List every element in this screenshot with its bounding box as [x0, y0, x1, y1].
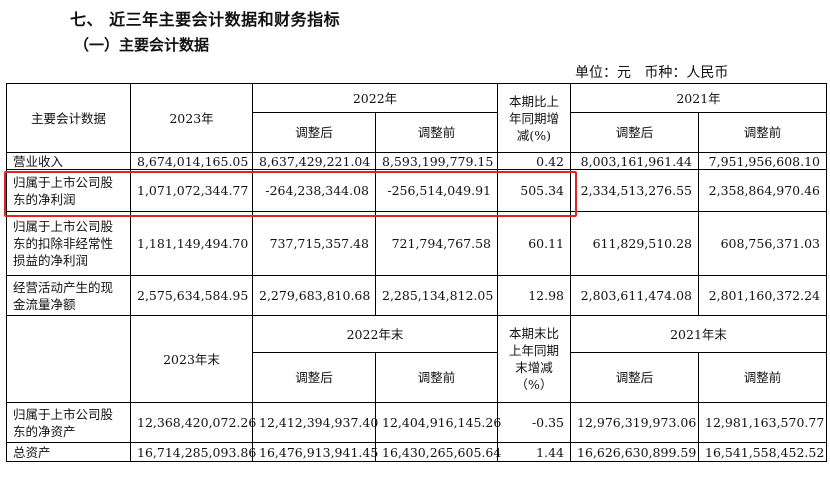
row-label: 经营活动产生的现金流量净额: [6, 275, 131, 316]
cell-change: 1.44: [497, 442, 571, 462]
header-2023: 2023年: [130, 83, 253, 153]
header-2021-adjusted-after: 调整后: [570, 112, 699, 153]
cell-change: 0.42: [497, 152, 571, 170]
header-change: 本期比上年同期增减(%): [497, 83, 571, 153]
cell-2021-before: 7,951,956,608.10: [698, 152, 827, 170]
header-change-end: 本期末比上年同期末增减（%）: [497, 315, 571, 403]
header-2022-adjusted-after: 调整后: [252, 112, 376, 153]
cell-2022-before: -256,514,049.91: [375, 169, 498, 212]
cell-2023: 16,714,285,093.86: [130, 442, 256, 462]
header-2022: 2022年: [252, 83, 498, 113]
header-2021-end-adjusted-before: 调整前: [698, 352, 827, 403]
header-2022-end-adjusted-before: 调整前: [375, 352, 498, 403]
cell-2022-before: 16,430,265,605.64: [375, 442, 501, 462]
cell-2021-after: 611,829,510.28: [570, 211, 699, 276]
table-row: 归属于上市公司股东的净利润 1,071,072,344.77 -264,238,…: [6, 169, 827, 212]
cell-2021-before: 16,541,558,452.52: [698, 442, 827, 462]
cell-2021-after: 16,626,630,899.59: [570, 442, 699, 462]
cell-2023: 2,575,634,584.95: [130, 275, 253, 316]
cell-2023: 8,674,014,165.05: [130, 152, 253, 170]
row-label: 总资产: [6, 442, 131, 462]
header-2021-end: 2021年末: [570, 315, 827, 353]
cell-2022-before: 721,794,767.58: [375, 211, 498, 276]
table-row: 归属于上市公司股东的净资产 12,368,420,072.26 12,412,3…: [6, 402, 827, 443]
cell-change: -0.35: [497, 402, 571, 443]
cell-2022-before: 8,593,199,779.15: [375, 152, 498, 170]
header-item: 主要会计数据: [6, 83, 131, 153]
cell-2021-before: 2,358,864,970.46: [698, 169, 827, 212]
header-2022-adjusted-before: 调整前: [375, 112, 498, 153]
header-2021-adjusted-before: 调整前: [698, 112, 827, 153]
cell-2021-before: 2,801,160,372.24: [698, 275, 827, 316]
header-2021-end-adjusted-after: 调整后: [570, 352, 699, 403]
cell-2023: 12,368,420,072.26: [130, 402, 256, 443]
header-2023-end: 2023年末: [130, 315, 253, 403]
unit-label: 单位：元: [575, 65, 631, 81]
currency-label: 币种：人民币: [644, 65, 729, 81]
cell-2023: 1,071,072,344.77: [130, 169, 253, 212]
cell-2022-before: 12,404,916,145.26: [375, 402, 501, 443]
cell-change: 12.98: [497, 275, 571, 316]
table-row: 归属于上市公司股东的扣除非经常性损益的净利润 1,181,149,494.70 …: [6, 211, 827, 276]
cell-2022-before: 2,285,134,812.05: [375, 275, 498, 316]
row-label: 营业收入: [6, 152, 131, 170]
table-row: 营业收入 8,674,014,165.05 8,637,429,221.04 8…: [6, 152, 827, 170]
row-label: 归属于上市公司股东的净资产: [6, 402, 131, 443]
cell-2022-after: 16,476,913,941.45: [252, 442, 378, 462]
cell-2022-after: 8,637,429,221.04: [252, 152, 376, 170]
cell-2022-after: -264,238,344.08: [252, 169, 376, 212]
header-2022-end: 2022年末: [252, 315, 498, 353]
unit-currency-line: 单位：元 币种：人民币: [575, 62, 728, 82]
net-profit-highlight-box: [4, 171, 577, 217]
cell-2021-after: 12,976,319,973.06: [570, 402, 699, 443]
header-2021: 2021年: [570, 83, 827, 113]
cell-2022-after: 737,715,357.48: [252, 211, 376, 276]
cell-2021-after: 8,003,161,961.44: [570, 152, 699, 170]
cell-2021-after: 2,334,513,276.55: [570, 169, 699, 212]
header-item-blank: [6, 315, 131, 403]
row-label: 归属于上市公司股东的扣除非经常性损益的净利润: [6, 211, 131, 276]
cell-2023: 1,181,149,494.70: [130, 211, 253, 276]
subsection-heading: （一）主要会计数据: [74, 36, 210, 54]
cell-2022-after: 2,279,683,810.68: [252, 275, 376, 316]
table-row: 总资产 16,714,285,093.86 16,476,913,941.45 …: [6, 442, 827, 462]
cell-change: 60.11: [497, 211, 571, 276]
cell-2022-after: 12,412,394,937.40: [252, 402, 378, 443]
cell-2021-before: 12,981,163,570.77: [698, 402, 827, 443]
row-label: 归属于上市公司股东的净利润: [6, 169, 131, 212]
section-heading: 七、 近三年主要会计数据和财务指标: [70, 10, 341, 29]
cell-2021-after: 2,803,611,474.08: [570, 275, 699, 316]
header-2022-end-adjusted-after: 调整后: [252, 352, 376, 403]
table-row: 经营活动产生的现金流量净额 2,575,634,584.95 2,279,683…: [6, 275, 827, 316]
cell-2021-before: 608,756,371.03: [698, 211, 827, 276]
accounting-data-table: 主要会计数据 2023年 2022年 本期比上年同期增减(%) 2021年 调整…: [6, 83, 827, 462]
